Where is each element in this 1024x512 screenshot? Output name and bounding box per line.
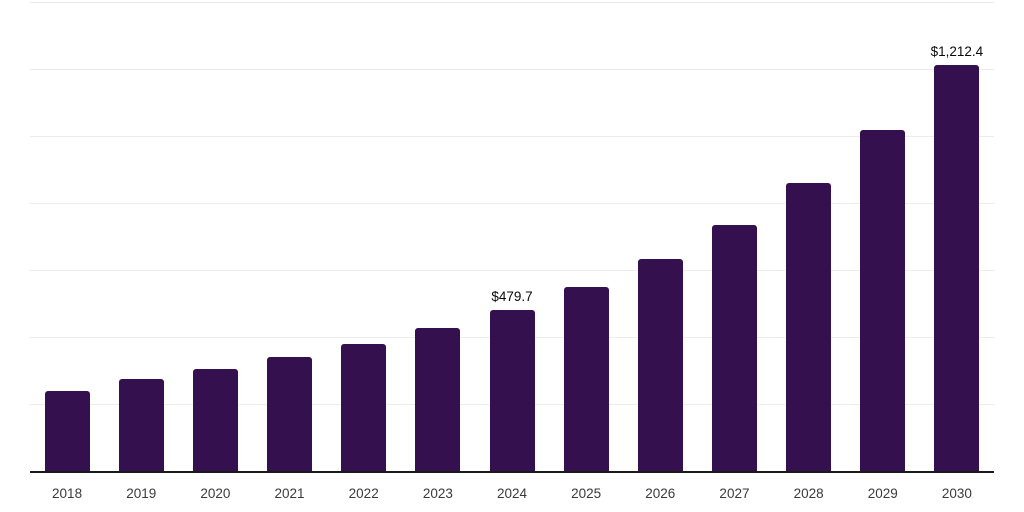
x-tick-label-2029: 2029 — [867, 486, 898, 501]
bar-2026 — [637, 258, 683, 471]
x-tick-label-2028: 2028 — [793, 486, 824, 501]
gridline-1000 — [30, 136, 994, 137]
data-label-2024: $479.7 — [491, 289, 533, 305]
x-axis-line — [30, 471, 994, 473]
gridline-600 — [30, 270, 994, 271]
x-tick-label-2021: 2021 — [274, 486, 305, 501]
x-tick-label-2025: 2025 — [571, 486, 602, 501]
x-tick-label-2019: 2019 — [126, 486, 157, 501]
bar-2023 — [415, 327, 461, 471]
x-tick-label-2022: 2022 — [348, 486, 379, 501]
bar-2025 — [563, 287, 609, 471]
bar-2024 — [489, 310, 535, 471]
bar-2028 — [786, 182, 832, 471]
x-tick-label-2023: 2023 — [422, 486, 453, 501]
bar-2029 — [860, 129, 906, 471]
x-tick-label-2026: 2026 — [645, 486, 676, 501]
bar-2019 — [118, 378, 164, 471]
gridline-800 — [30, 203, 994, 204]
gridline-1200 — [30, 69, 994, 70]
data-label-2030: $1,212.4 — [930, 43, 984, 59]
x-tick-label-2027: 2027 — [719, 486, 750, 501]
bar-2021 — [267, 357, 313, 471]
x-tick-label-2020: 2020 — [200, 486, 231, 501]
gridline-1400 — [30, 2, 994, 3]
bar-2030 — [934, 64, 980, 471]
bar-2020 — [192, 369, 238, 471]
bar-2018 — [44, 390, 90, 471]
bar-2022 — [341, 344, 387, 471]
x-tick-label-2018: 2018 — [52, 486, 83, 501]
x-tick-label-2024: 2024 — [496, 486, 528, 501]
x-tick-label-2030: 2030 — [941, 486, 972, 501]
bar-2027 — [711, 225, 757, 471]
